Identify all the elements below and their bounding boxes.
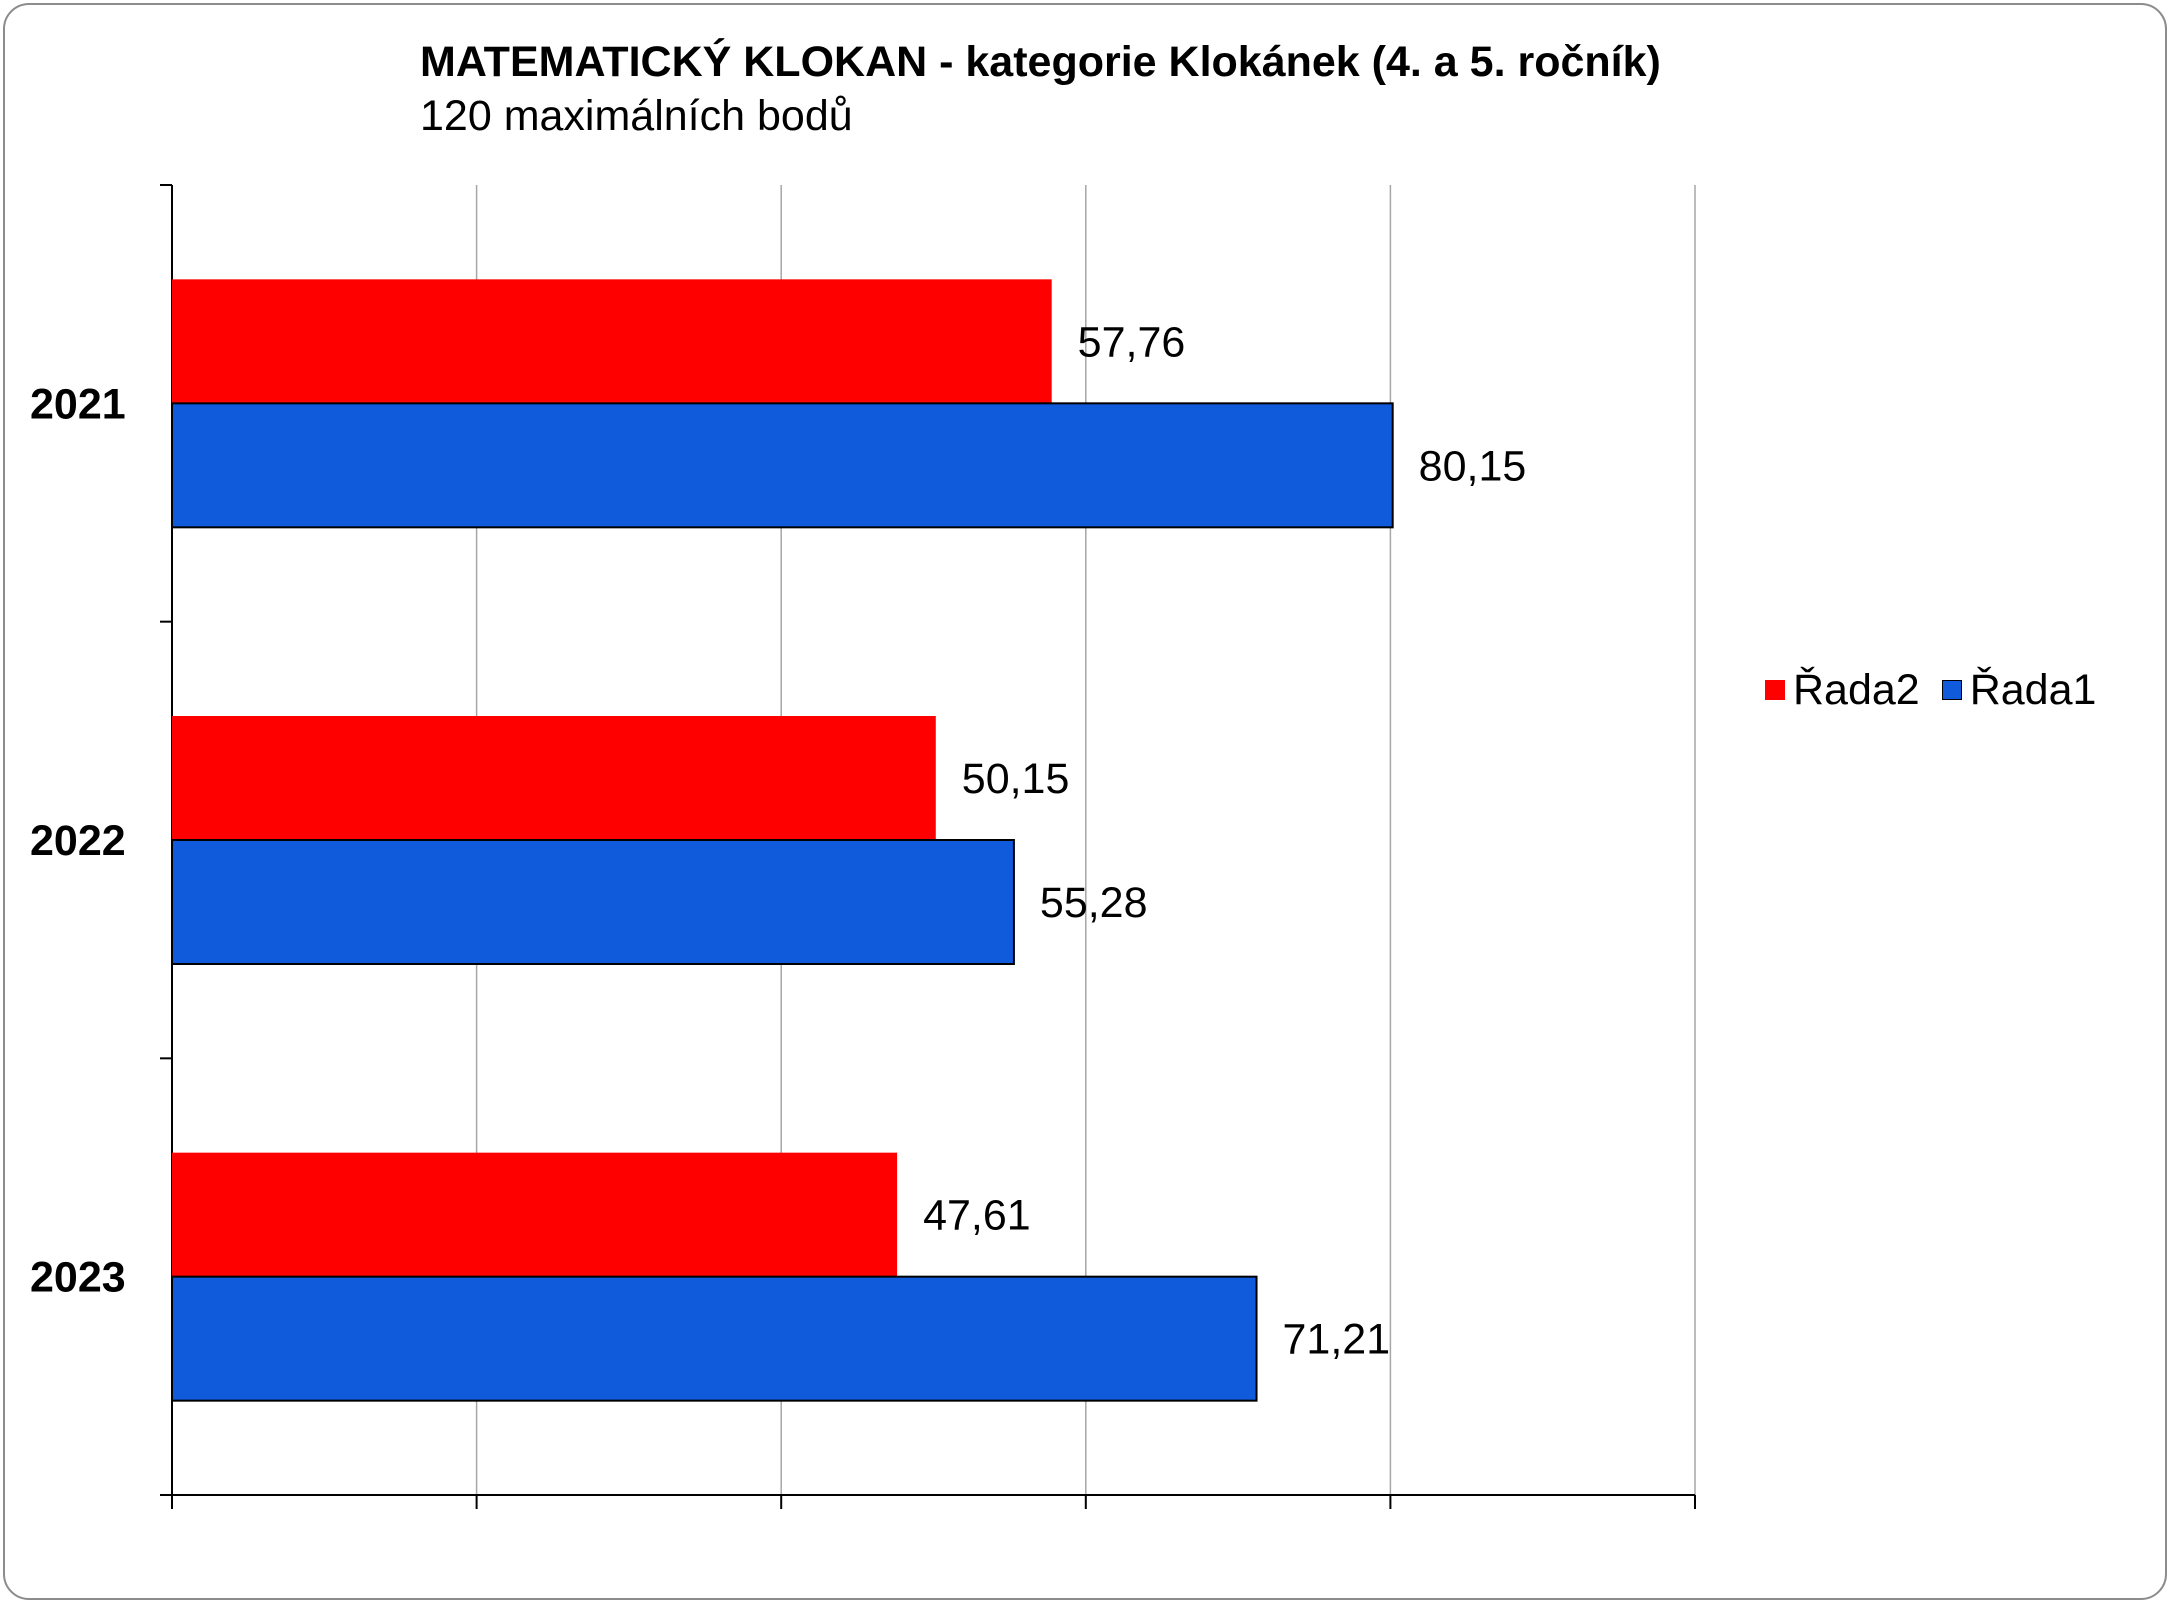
legend-item-series-2: Řada2 [1765,666,1920,715]
bar [171,839,1015,965]
bar [171,402,1394,529]
bar [172,716,936,840]
bar [172,279,1052,404]
category-label: 2021 [30,380,126,428]
legend-swatch-series-1 [1941,680,1962,700]
category-label: 2023 [30,1254,126,1302]
legend: Řada2 Řada1 [1765,665,2118,715]
data-label: 47,61 [923,1192,1031,1240]
data-label: 57,76 [1078,318,1186,366]
data-label: 80,15 [1419,442,1527,490]
chart-title: MATEMATICKÝ KLOKAN - kategorie Klokánek … [420,38,1661,86]
bar [171,1275,1258,1402]
data-label: 50,15 [962,755,1070,803]
chart-subtitle: 120 maximálních bodů [420,92,853,140]
bar [172,1152,898,1277]
legend-label-series-2: Řada2 [1793,665,1920,714]
data-label: 71,21 [1283,1316,1391,1364]
data-label: 55,28 [1040,879,1148,927]
category-label: 2022 [30,817,126,865]
legend-item-series-1: Řada1 [1941,665,2097,715]
legend-swatch-series-2 [1765,680,1785,700]
legend-label-series-1: Řada1 [1969,665,2097,714]
